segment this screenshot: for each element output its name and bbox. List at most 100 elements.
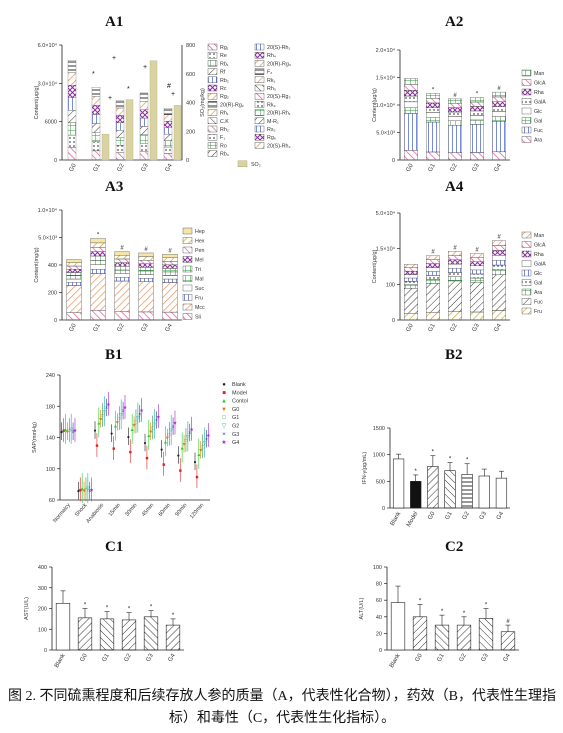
- b1-data-point: ▽: [169, 428, 173, 434]
- a3-stack-segment: [138, 263, 154, 268]
- a3-stack-segment: [66, 278, 82, 283]
- c2-category-label: G0: [415, 652, 425, 663]
- a4-ytick-label: 100: [386, 282, 395, 288]
- a3-stack-segment: [162, 257, 178, 262]
- a2-stack-segment: [448, 98, 462, 104]
- a4-stack-segment: [448, 311, 462, 321]
- a4-significance-mark: #: [431, 250, 435, 256]
- b2-ylabel: IFN-γ(pg/mL): [362, 452, 368, 485]
- b1-data-point: □: [201, 444, 204, 450]
- a4-stack-segment: [470, 261, 484, 267]
- c2-ytick-label: 20: [376, 631, 382, 637]
- c1-bar: [77, 617, 93, 651]
- a1-legend-swatch: [207, 92, 218, 100]
- a4-stack-segment: [404, 274, 418, 279]
- a2-significance-mark: #: [453, 93, 457, 99]
- c1-bar: [55, 603, 71, 651]
- a2-stack-segment: [470, 97, 484, 103]
- b1-data-point: ●: [94, 428, 97, 434]
- b2-ytick-label: 0: [382, 506, 385, 512]
- a3-stack-segment: [138, 256, 154, 261]
- a1-legend-label: SO₂: [251, 162, 261, 168]
- b1-data-point: □: [68, 428, 71, 434]
- c1-ytick-label: 300: [38, 586, 47, 592]
- a2-stack-segment: [404, 150, 418, 161]
- a3-ytick-label: 200: [48, 291, 57, 297]
- b1-x-tick-label: Normalcy: [52, 502, 72, 524]
- c1-bar: [99, 618, 115, 651]
- a4-significance-mark: #: [497, 235, 501, 241]
- b1-data-point: ×: [138, 412, 141, 418]
- c1-category-label: G0: [80, 652, 90, 663]
- panel-label-c2: C2: [445, 539, 464, 555]
- a3-ytick-label: 5.0×10³: [38, 236, 57, 242]
- a4-legend-swatch: [521, 241, 532, 248]
- b1-ylabel: SAP(mmHg): [32, 422, 38, 453]
- a4-stack-segment: [492, 250, 506, 256]
- a1-stack-segment: [163, 140, 173, 148]
- a4-stack-segment: [492, 240, 506, 246]
- a1-stack-segment: [67, 147, 77, 161]
- b1-data-point: ▲: [63, 427, 68, 433]
- a4-category-label: G3: [472, 322, 482, 333]
- a2-stack-segment: [470, 106, 484, 112]
- a1-legend-label: 20(S)-Rh₂: [267, 143, 291, 149]
- a1-stack-segment: [163, 153, 173, 161]
- b1-data-point: ■: [95, 443, 98, 449]
- a3-legend-label: Sli: [195, 315, 201, 321]
- a4-category-label: G1: [428, 322, 438, 333]
- c1-significance-mark: *: [128, 607, 131, 613]
- b1-legend-label: G2: [232, 424, 239, 430]
- b1-legend-marker: □: [222, 415, 226, 421]
- a4-stack-segment: [492, 245, 506, 251]
- b2-ytick-label: 1000: [373, 453, 385, 459]
- a1-stack-segment: [67, 110, 77, 123]
- b2-category-label: Blank: [390, 510, 403, 527]
- a1-ytick-label: 6.0×10⁴: [38, 42, 58, 49]
- a2-legend-swatch: [521, 69, 532, 77]
- c2-category-label: G4: [503, 652, 513, 663]
- a1-stack-segment: [163, 127, 173, 135]
- a2-legend-label: GalA: [534, 100, 546, 106]
- a2-legend-label: Fuc: [534, 128, 543, 134]
- a4-stack-segment: [448, 272, 462, 277]
- a1-stack-segment: [139, 143, 149, 152]
- a1-legend-label: Rk₁: [267, 78, 275, 84]
- a2-stack-segment: [426, 117, 440, 123]
- a1-legend-swatch: [254, 52, 265, 59]
- a1-legend-swatch: [207, 76, 218, 84]
- b1-data-point: □: [168, 432, 171, 438]
- a1-ytick-label: 3.0×10⁴: [38, 80, 58, 87]
- a2-category-label: G3: [472, 162, 482, 173]
- b1-data-point: ×: [72, 429, 75, 435]
- a1-stack-segment: [115, 144, 125, 153]
- b2-bar: [495, 477, 508, 509]
- b1-data-point: ●: [177, 453, 180, 459]
- a3-category-label: G1: [93, 322, 103, 333]
- a3-stack-segment: [162, 311, 178, 321]
- a4-ytick-label: 1.5×10⁴: [376, 246, 396, 253]
- a1-legend-swatch: [207, 150, 218, 157]
- a1-category-label: G0: [69, 162, 79, 173]
- a3-legend-swatch: [182, 227, 193, 235]
- a3-stack-segment: [90, 242, 106, 248]
- a4-legend-label: GalA: [534, 262, 546, 268]
- a4-stack-segment: [492, 274, 506, 311]
- b1-legend-label: G0: [232, 407, 239, 413]
- a4-stack-segment: [404, 281, 418, 286]
- a1-legend-label: 20(R)-Rg₂: [220, 102, 244, 108]
- a1-so2-bar: [101, 133, 110, 161]
- a3-legend-label: Mal: [195, 277, 204, 283]
- a1-legend-swatch: [254, 101, 265, 108]
- b2-category-label: G0: [427, 510, 437, 521]
- a4-legend-label: Ara: [534, 290, 542, 296]
- chart-a2: 0 5.0×10³ 1.0×10⁴ 1.5×10⁴ 2.0×10⁴ Content(μg/…: [372, 47, 546, 173]
- a1-legend-swatch: [207, 84, 218, 92]
- panel-label-a2: A2: [445, 14, 464, 30]
- chart-a1: 0 6000 3.0×10⁴ 6.0×10⁴ Content(μg/g) 0 200 400 6…: [34, 42, 291, 173]
- a3-legend-swatch: [182, 265, 193, 273]
- b2-bar: [427, 466, 439, 509]
- a1-significance-mark: *: [127, 86, 130, 93]
- a2-ytick-label: 5.0×10³: [376, 131, 395, 137]
- a1-legend-label: F₂: [267, 70, 272, 76]
